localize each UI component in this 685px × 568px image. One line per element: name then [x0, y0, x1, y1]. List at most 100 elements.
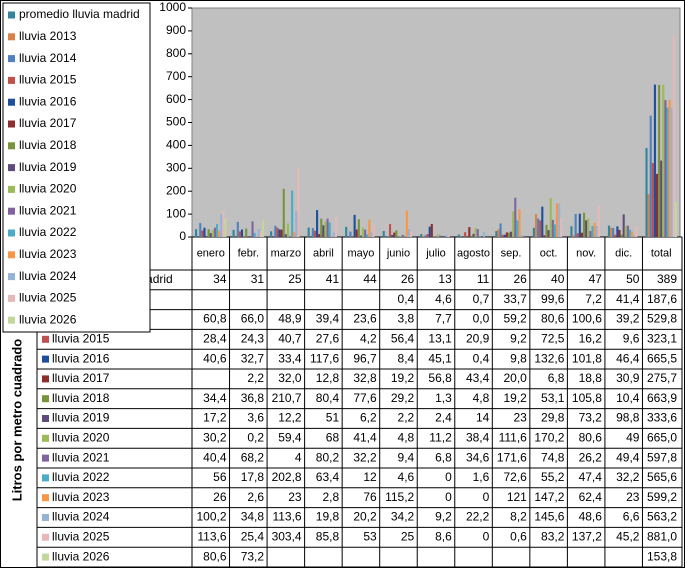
bar	[628, 229, 632, 237]
row-label: lluvia 2025	[52, 529, 110, 543]
table-cell: 8,2	[510, 510, 527, 524]
table-cell: 73,2	[241, 549, 265, 563]
table-cell: 41,4	[616, 292, 640, 306]
table-cell: 389	[657, 272, 677, 286]
bar	[232, 229, 235, 237]
table-cell: 14	[476, 411, 490, 425]
table-key	[42, 395, 49, 403]
bar	[532, 227, 535, 237]
table-cell: 275,7	[647, 371, 677, 385]
bar	[286, 223, 289, 237]
table-cell: 100,6	[572, 312, 602, 326]
table-cell: 85,8	[316, 529, 340, 543]
bar	[407, 229, 411, 237]
table-cell: 303,4	[272, 529, 302, 543]
bar	[553, 224, 556, 237]
table-cell: 40,4	[203, 450, 227, 464]
y-axis-title: Litros por metro cuadrado	[9, 339, 24, 502]
bar	[574, 213, 577, 237]
table-cell: 23	[288, 490, 302, 504]
x-tick-label: nov.	[576, 247, 596, 259]
bar	[457, 234, 460, 237]
bar	[507, 232, 511, 237]
table-cell: 13	[438, 272, 452, 286]
table-cell: 80,2	[316, 450, 340, 464]
table-cell: 33,7	[503, 292, 527, 306]
table-cell: 80,6	[541, 312, 565, 326]
bar	[278, 229, 281, 237]
row-label: lluvia 2019	[52, 411, 110, 425]
table-cell: 665,0	[647, 430, 677, 444]
table-cell: 46,4	[616, 351, 640, 365]
bar	[330, 236, 333, 237]
table-cell: 6,8	[435, 450, 452, 464]
bar	[236, 221, 239, 237]
bar	[653, 84, 656, 238]
bar	[434, 236, 438, 237]
table-cell: 9,8	[510, 351, 527, 365]
bar	[322, 225, 325, 237]
legend-label: promedio lluvia madrid	[19, 7, 140, 21]
table-cell: 32,8	[353, 371, 377, 385]
bar	[560, 217, 563, 237]
bar	[497, 229, 500, 237]
bar	[482, 231, 486, 237]
table-cell: 599,2	[647, 490, 677, 504]
bar	[326, 218, 329, 237]
bar	[545, 224, 548, 237]
bar	[510, 231, 513, 237]
table-cell: 24,3	[241, 331, 265, 345]
bar	[257, 229, 260, 237]
table-cell: 3,6	[247, 411, 264, 425]
bar	[633, 235, 636, 237]
table-cell: 17,2	[203, 411, 227, 425]
table-cell: 2,4	[435, 411, 452, 425]
table-key	[42, 514, 49, 521]
legend-key	[8, 120, 15, 128]
table-cell: 96,7	[353, 351, 377, 365]
bar	[445, 234, 448, 237]
row-label: lluvia 2022	[52, 470, 110, 484]
bar	[428, 226, 431, 237]
y-tick-label: 1000	[159, 0, 186, 14]
table-cell: 80,4	[316, 391, 340, 405]
table-cell: 2,6	[247, 490, 264, 504]
table-cell: 105,8	[572, 391, 602, 405]
table-cell: 6,2	[360, 411, 377, 425]
table-cell: 55,2	[541, 470, 565, 484]
table-cell: 9,4	[398, 450, 415, 464]
table-cell: 32,0	[278, 371, 302, 385]
x-tick-label: oct.	[540, 247, 558, 259]
bar	[324, 221, 327, 237]
bar	[583, 212, 586, 237]
table-cell: 4,8	[398, 430, 415, 444]
bar	[558, 203, 561, 237]
x-tick-label: total	[651, 247, 672, 259]
bar	[218, 231, 221, 237]
bar	[593, 222, 596, 237]
table-cell: 41	[326, 272, 340, 286]
legend-key	[8, 76, 15, 84]
table-cell: 20,2	[353, 510, 377, 524]
bar	[211, 230, 214, 237]
table-cell: 19,8	[316, 510, 340, 524]
table-cell: 53,1	[541, 391, 565, 405]
x-tick-label: mayo	[347, 247, 374, 259]
bar	[495, 231, 498, 237]
bar	[203, 227, 206, 237]
table-cell: 62,4	[579, 490, 603, 504]
table-cell: 529,8	[647, 312, 677, 326]
bar	[578, 213, 581, 237]
table-cell: 597,8	[647, 450, 677, 464]
bar	[668, 99, 671, 237]
bar	[195, 229, 198, 237]
bar	[501, 234, 504, 237]
bar	[666, 107, 669, 237]
table-cell: 137,2	[572, 529, 602, 543]
bar	[261, 220, 265, 237]
bar	[651, 163, 654, 237]
bar	[555, 203, 559, 237]
table-cell: 48,6	[579, 510, 603, 524]
legend-key	[8, 273, 15, 281]
table-cell: 56,4	[391, 331, 415, 345]
